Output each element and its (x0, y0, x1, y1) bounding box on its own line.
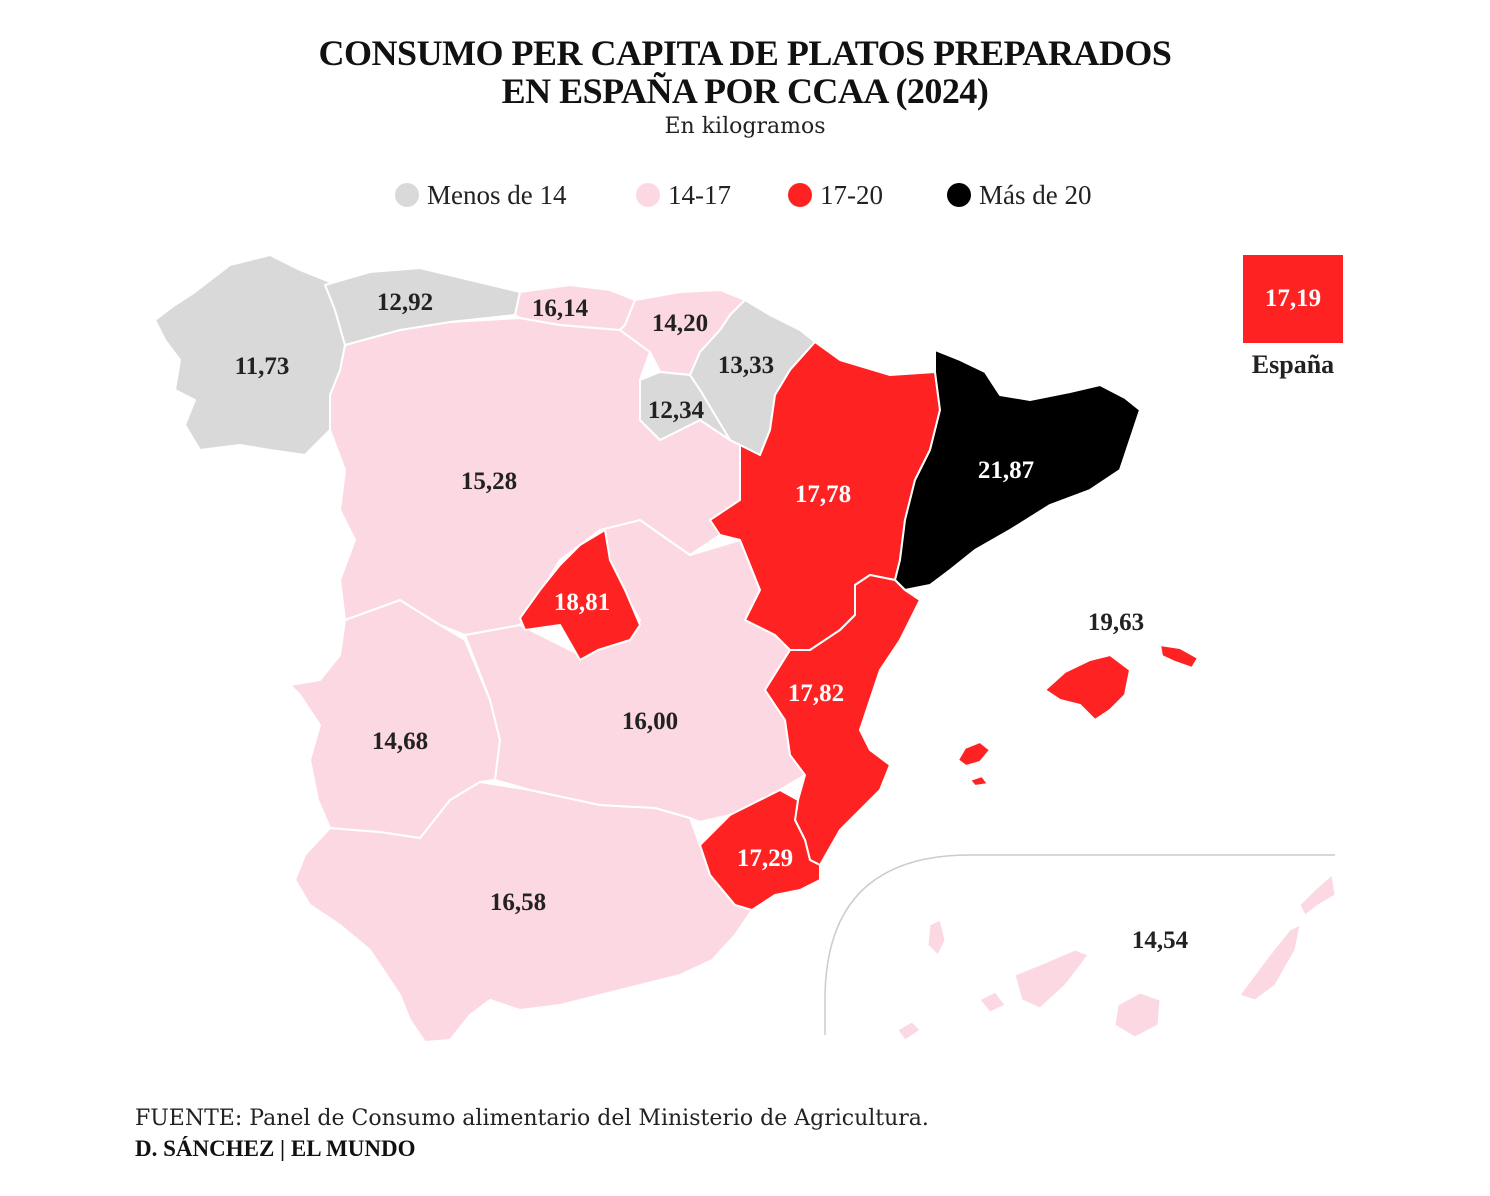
source-text: Panel de Consumo alimentario del Ministe… (242, 1106, 929, 1131)
legend-label: 17-20 (820, 179, 883, 210)
value-label-aragon: 17,78 (795, 481, 851, 508)
value-label-castilla-y-leon: 15,28 (461, 468, 517, 495)
region-baleares-menorca (1159, 644, 1199, 669)
legend-item-mas-de-20: Más de 20 (947, 178, 1091, 212)
region-madrid (519, 529, 641, 661)
region-baleares-formentera (969, 775, 989, 787)
legend-label: 14-17 (668, 179, 731, 210)
region-extremadura (289, 599, 501, 839)
canarias-inset-frame (824, 854, 1335, 1035)
credit-line: D. SÁNCHEZ | EL MUNDO (135, 1136, 416, 1161)
legend-item-17-20: 17-20 (788, 178, 883, 212)
value-label-murcia: 17,29 (737, 845, 793, 872)
value-label-canarias: 14,54 (1132, 927, 1189, 954)
value-label-extremadura: 14,68 (372, 728, 428, 755)
region-canarias-la-gomera (979, 991, 1006, 1013)
value-label-la-rioja: 12,34 (648, 397, 705, 424)
region-canarias-la-palma (927, 919, 946, 956)
value-label-baleares: 19,63 (1088, 609, 1144, 636)
source-note: FUENTE: Panel de Consumo alimentario del… (135, 1106, 929, 1131)
value-label-comunidad-valenciana: 17,82 (788, 680, 844, 707)
national-label: España (1251, 350, 1335, 379)
legend-swatch-black (947, 183, 971, 207)
region-canarias-el-hierro (897, 1021, 921, 1041)
region-canarias-fuerteventura (1239, 924, 1301, 1001)
map-subtitle: En kilogramos (664, 114, 826, 139)
value-label-asturias: 12,92 (377, 289, 433, 316)
legend-swatch-red (788, 183, 812, 207)
region-la-rioja (639, 371, 731, 441)
region-murcia (699, 789, 821, 911)
legend-label: Menos de 14 (427, 179, 567, 210)
region-canarias-gran-canaria (1114, 992, 1161, 1038)
legend-item-14-17: 14-17 (636, 178, 731, 212)
region-canarias-tenerife (1014, 949, 1089, 1009)
value-label-cataluna: 21,87 (978, 457, 1034, 484)
national-value-box: 17,19 (1243, 255, 1343, 343)
legend-label: Más de 20 (979, 179, 1092, 210)
value-label-andalucia: 16,58 (490, 889, 546, 916)
legend-swatch-pink (636, 183, 660, 207)
value-label-castilla-la-mancha: 16,00 (622, 708, 678, 735)
value-label-galicia: 11,73 (235, 353, 290, 380)
map-title-line-2: EN ESPAÑA POR CCAA (2024) (501, 71, 989, 111)
value-label-madrid: 18,81 (554, 589, 610, 616)
region-canarias-lanzarote (1299, 874, 1336, 916)
region-cataluna (894, 349, 1141, 591)
map-title-line-1: CONSUMO PER CAPITA DE PLATOS PREPARADOS (318, 33, 1172, 73)
legend-item-menos-de-14: Menos de 14 (395, 178, 566, 212)
value-label-navarra: 13,33 (718, 352, 774, 379)
region-baleares-mallorca (1044, 654, 1131, 721)
source-prefix: FUENTE: (135, 1106, 243, 1131)
value-label-pais-vasco: 14,20 (652, 310, 708, 337)
value-label-cantabria: 16,14 (532, 295, 589, 322)
legend-swatch-gray (395, 183, 419, 207)
region-baleares-ibiza (957, 741, 991, 767)
